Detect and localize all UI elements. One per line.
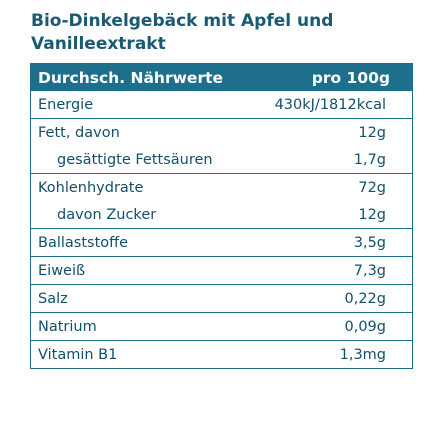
nutrient-value: 430kJ/1812kcal: [274, 96, 386, 113]
nutrient-value: 0,09g: [344, 318, 387, 335]
nutrient-value: 12g: [358, 206, 386, 223]
row-group-energy: Energie 430kJ/1812kcal: [31, 91, 412, 118]
header-label: Durchsch. Nährwerte: [38, 68, 224, 87]
nutrition-row-vitamin-b1: Vitamin B1 1,3mg: [31, 341, 412, 368]
nutrient-label: gesättigte Fettsäuren: [57, 151, 213, 168]
nutrient-value: 3,5g: [353, 234, 386, 251]
nutrition-row-carbohydrates: Kohlenhydrate 72g: [31, 174, 412, 201]
nutrition-row-fat: Fett, davon 12g: [31, 119, 412, 146]
nutrition-row-protein: Eiweiß 7,3g: [31, 257, 412, 284]
nutrient-label: Ballaststoffe: [38, 234, 129, 251]
nutrition-row-saturated-fat: gesättigte Fettsäuren 1,7g: [31, 146, 412, 173]
nutrient-label: Natrium: [38, 318, 97, 335]
nutrition-row-energy: Energie 430kJ/1812kcal: [31, 91, 412, 118]
nutrition-row-fiber: Ballaststoffe 3,5g: [31, 229, 412, 256]
row-group-fat: Fett, davon 12g gesättigte Fettsäuren 1,…: [31, 118, 412, 173]
row-group-salt: Salz 0,22g: [31, 284, 412, 312]
nutrient-value: 1,7g: [353, 151, 386, 168]
nutrient-value: 1,3mg: [339, 346, 386, 363]
nutrition-row-sodium: Natrium 0,09g: [31, 313, 412, 340]
nutrition-row-salt: Salz 0,22g: [31, 285, 412, 312]
row-group-vitamin-b1: Vitamin B1 1,3mg: [31, 340, 412, 368]
nutrition-table: Durchsch. Nährwerte pro 100g Energie 430…: [30, 63, 413, 369]
nutrient-label: Vitamin B1: [38, 346, 118, 363]
nutrition-table-header: Durchsch. Nährwerte pro 100g: [31, 64, 412, 91]
row-group-fiber: Ballaststoffe 3,5g: [31, 228, 412, 256]
nutrient-value: 7,3g: [353, 262, 386, 279]
nutrient-label: Kohlenhydrate: [38, 179, 144, 196]
nutrient-value: 0,22g: [344, 290, 387, 307]
row-group-protein: Eiweiß 7,3g: [31, 256, 412, 284]
nutrient-value: 12g: [358, 124, 386, 141]
row-group-carbohydrates: Kohlenhydrate 72g davon Zucker 12g: [31, 173, 412, 228]
header-unit: pro 100g: [311, 68, 390, 87]
nutrient-label: davon Zucker: [57, 206, 157, 223]
row-group-sodium: Natrium 0,09g: [31, 312, 412, 340]
product-title: Bio-Dinkelgebäck mit Apfel und Vanilleex…: [31, 10, 421, 56]
nutrition-row-sugar: davon Zucker 12g: [31, 201, 412, 228]
nutrient-label: Salz: [38, 290, 68, 307]
product-title-line-1: Bio-Dinkelgebäck mit Apfel und: [31, 11, 334, 31]
nutrient-label: Eiweiß: [38, 262, 86, 279]
product-title-line-2: Vanilleextrakt: [31, 34, 166, 54]
nutrient-value: 72g: [358, 179, 386, 196]
nutrient-label: Energie: [38, 96, 94, 113]
nutrient-label: Fett, davon: [38, 124, 120, 141]
